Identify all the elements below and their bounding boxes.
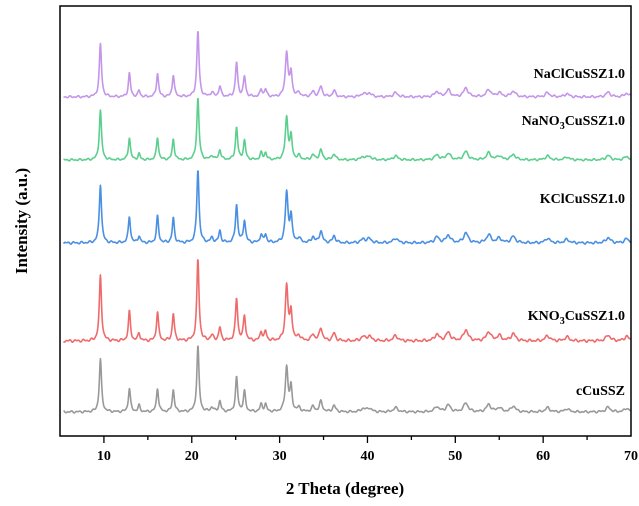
- x-tick-label-60: 60: [536, 449, 550, 464]
- series-line-4: [63, 31, 632, 99]
- series-line-0: [63, 345, 632, 414]
- plot-frame: [59, 5, 632, 437]
- series-line-2: [62, 170, 632, 245]
- x-tick-label-40: 40: [360, 449, 374, 464]
- series-line-1: [62, 259, 632, 344]
- x-axis-ticks: 10 20 30 40 50 60 70: [97, 436, 638, 464]
- series-label-0: cCuSSZ: [576, 384, 625, 399]
- x-tick-label-70: 70: [624, 449, 638, 464]
- series-label-4: NaClCuSSZ1.0: [534, 67, 625, 82]
- x-axis-title: 2 Theta (degree): [286, 479, 404, 498]
- x-tick-label-30: 30: [273, 449, 287, 464]
- series-label-1: KNO3CuSSZ1.0: [528, 309, 625, 327]
- series-label-3: NaNO3CuSSZ1.0: [522, 114, 625, 132]
- x-tick-label-10: 10: [97, 449, 111, 464]
- x-tick-label-50: 50: [448, 449, 462, 464]
- x-tick-label-20: 20: [185, 449, 199, 464]
- series-line-3: [63, 97, 632, 162]
- series-label-2: KClCuSSZ1.0: [540, 192, 625, 207]
- series-labels: cCuSSZ KNO3CuSSZ1.0 KClCuSSZ1.0 NaNO3CuSSZ1…: [522, 67, 625, 399]
- y-axis-title: Intensity (a.u.): [12, 168, 31, 274]
- series-layer: [62, 31, 632, 414]
